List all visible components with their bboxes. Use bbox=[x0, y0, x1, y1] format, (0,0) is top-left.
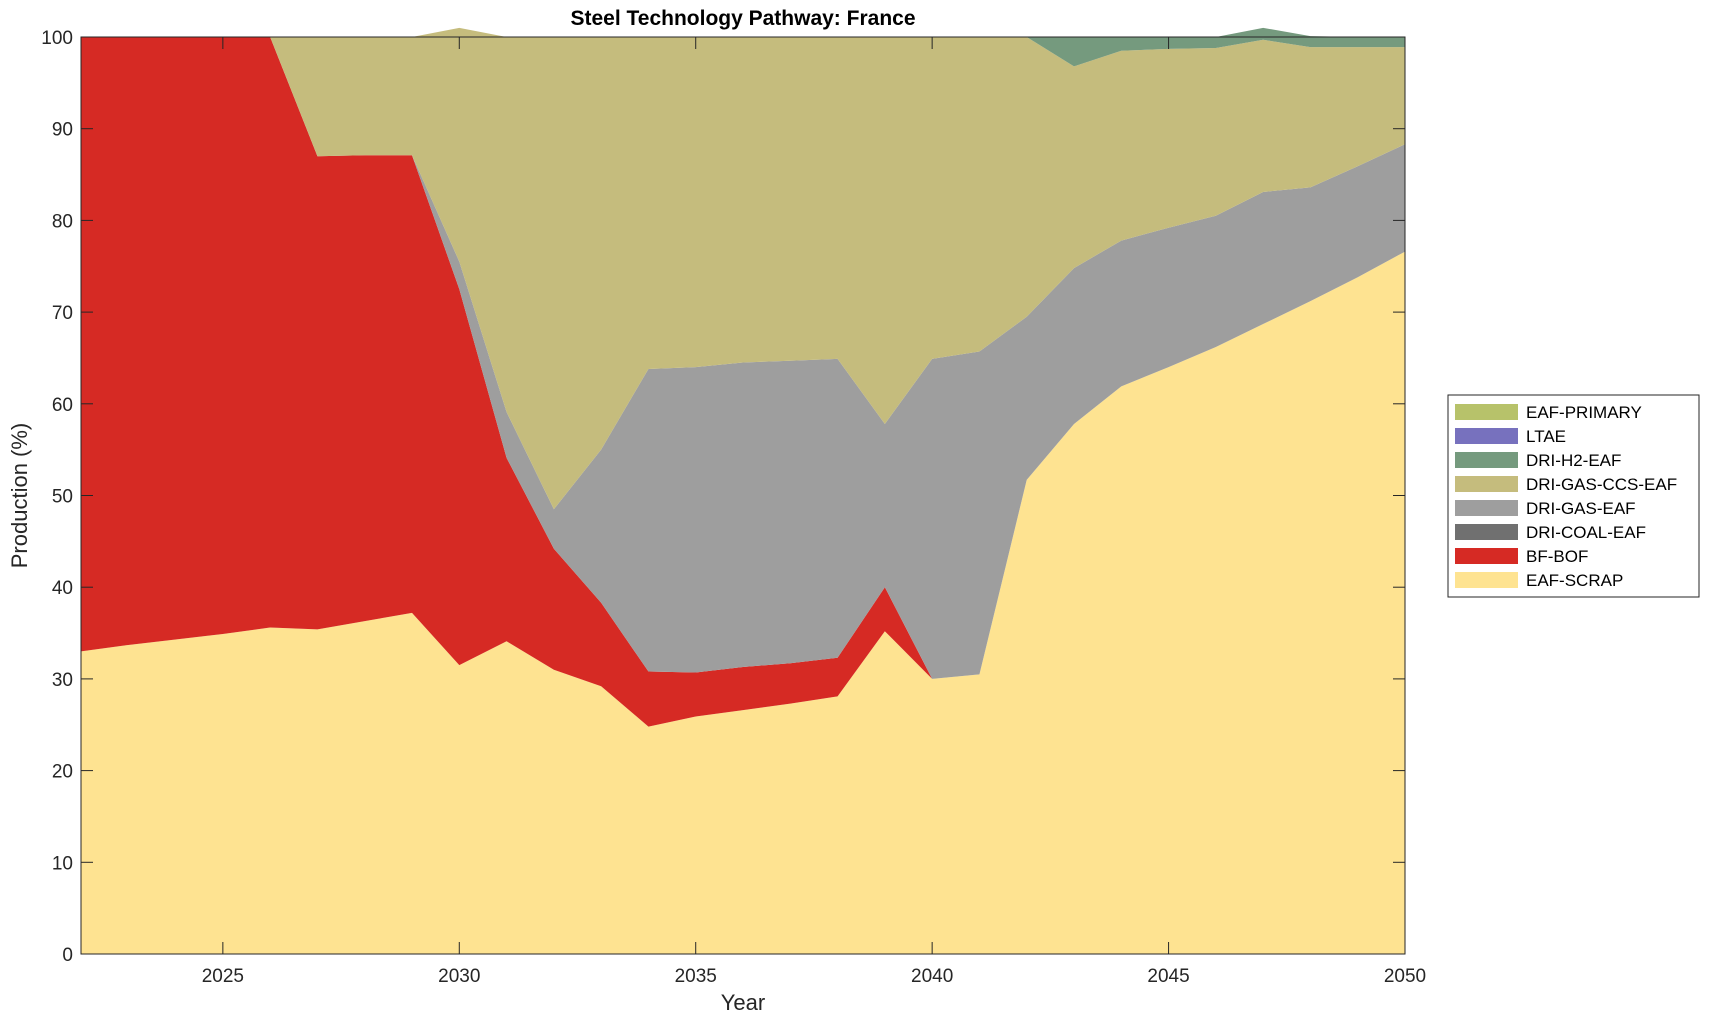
y-axis-label: Production (%) bbox=[7, 423, 32, 569]
legend-label-dri-h2-eaf: DRI-H2-EAF bbox=[1526, 451, 1621, 470]
y-tick-label: 20 bbox=[52, 762, 73, 783]
y-tick-label: 40 bbox=[52, 578, 73, 599]
x-tick-label: 2045 bbox=[1147, 966, 1189, 987]
x-tick-label: 2030 bbox=[438, 966, 480, 987]
legend-swatch-dri-gas-eaf bbox=[1455, 500, 1518, 516]
legend-label-dri-gas-ccs-eaf: DRI-GAS-CCS-EAF bbox=[1526, 475, 1677, 494]
legend-swatch-dri-coal-eaf bbox=[1455, 524, 1518, 540]
y-tick-label: 100 bbox=[41, 28, 73, 49]
legend-swatch-dri-gas-ccs-eaf bbox=[1455, 476, 1518, 492]
legend-swatch-eaf-primary bbox=[1455, 404, 1518, 420]
legend-label-eaf-scrap: EAF-SCRAP bbox=[1526, 571, 1623, 590]
legend-label-ltae: LTAE bbox=[1526, 427, 1566, 446]
y-tick-label: 70 bbox=[52, 303, 73, 324]
y-tick-label: 10 bbox=[52, 853, 73, 874]
legend: EAF-PRIMARY LTAE DRI-H2-EAF DRI-GAS-CCS-EAF… bbox=[1447, 394, 1700, 598]
legend-swatch-bf-bof bbox=[1455, 548, 1518, 564]
x-tick-label: 2025 bbox=[202, 966, 244, 987]
legend-swatch-eaf-scrap bbox=[1455, 572, 1518, 588]
area-dri-gas-ccs-eaf bbox=[81, 27, 1405, 510]
x-tick-label: 2040 bbox=[911, 966, 953, 987]
y-axis-ticks: 0 10 20 30 40 50 60 70 80 90 100 bbox=[41, 28, 1405, 966]
y-tick-label: 50 bbox=[52, 487, 73, 508]
x-axis-label: Year bbox=[721, 990, 765, 1015]
y-tick-label: 30 bbox=[52, 670, 73, 691]
legend-label-dri-coal-eaf: DRI-COAL-EAF bbox=[1526, 523, 1646, 542]
chart-title: Steel Technology Pathway: France bbox=[570, 7, 915, 30]
legend-label-bf-bof: BF-BOF bbox=[1526, 547, 1588, 566]
y-tick-label: 90 bbox=[52, 120, 73, 141]
area-eaf-scrap bbox=[81, 251, 1405, 954]
legend-swatch-dri-h2-eaf bbox=[1455, 452, 1518, 468]
y-tick-label: 60 bbox=[52, 395, 73, 416]
x-tick-label: 2035 bbox=[675, 966, 717, 987]
legend-label-dri-gas-eaf: DRI-GAS-EAF bbox=[1526, 499, 1636, 518]
legend-label-eaf-primary: EAF-PRIMARY bbox=[1526, 403, 1642, 422]
y-tick-label: 0 bbox=[62, 945, 73, 966]
area-bf-bof bbox=[81, 37, 1405, 727]
legend-swatch-ltae bbox=[1455, 428, 1518, 444]
stacked-areas bbox=[81, 27, 1405, 954]
y-tick-label: 80 bbox=[52, 211, 73, 232]
x-axis-ticks: 2025 2030 2035 2040 2045 2050 bbox=[202, 37, 1426, 987]
area-dri-gas-eaf bbox=[81, 37, 1405, 679]
x-tick-label: 2050 bbox=[1384, 966, 1426, 987]
legend-box bbox=[1447, 394, 1700, 598]
